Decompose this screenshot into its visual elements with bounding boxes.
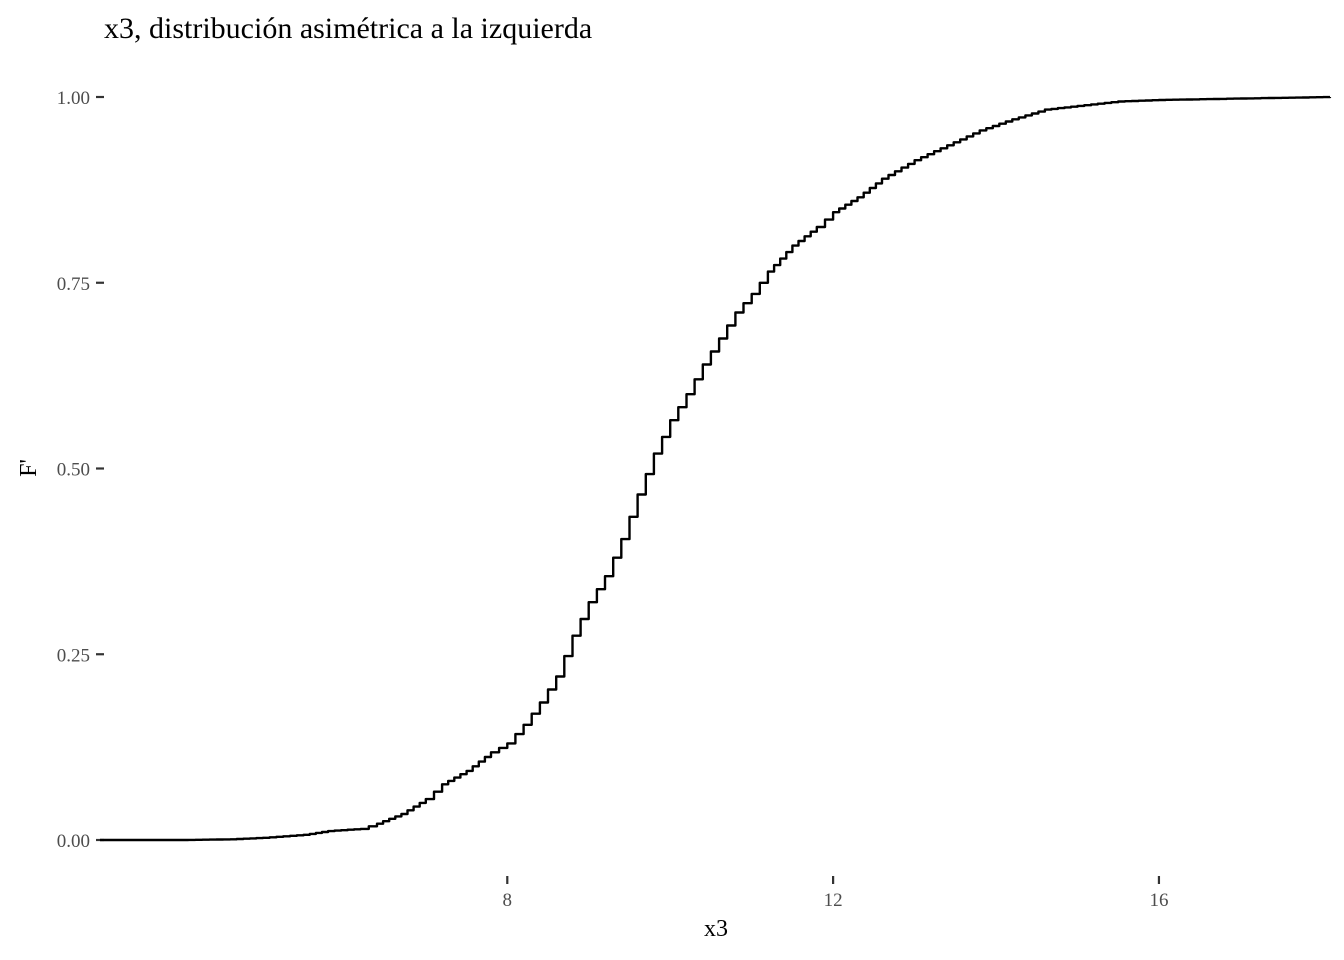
x-tick-label: 16 [1149, 890, 1168, 911]
y-tick-label: 0.00 [57, 831, 90, 852]
x-axis: 8 12 16 [503, 876, 1168, 911]
x-tick-label: 8 [503, 890, 513, 911]
y-tick-label: 0.50 [57, 460, 90, 481]
y-axis-label: F' [16, 459, 42, 477]
y-tick-label: 0.25 [57, 645, 90, 666]
y-axis: 0.00 0.25 0.50 0.75 1.00 [57, 88, 104, 852]
y-tick-label: 0.75 [57, 274, 90, 295]
x-tick-label: 12 [824, 890, 843, 911]
y-tick-label: 1.00 [57, 88, 90, 109]
ecdf-line [100, 95, 1332, 842]
chart-title: x3, distribución asimétrica a la izquier… [104, 12, 592, 45]
x-axis-label: x3 [704, 916, 728, 942]
plot-area [100, 95, 1332, 842]
